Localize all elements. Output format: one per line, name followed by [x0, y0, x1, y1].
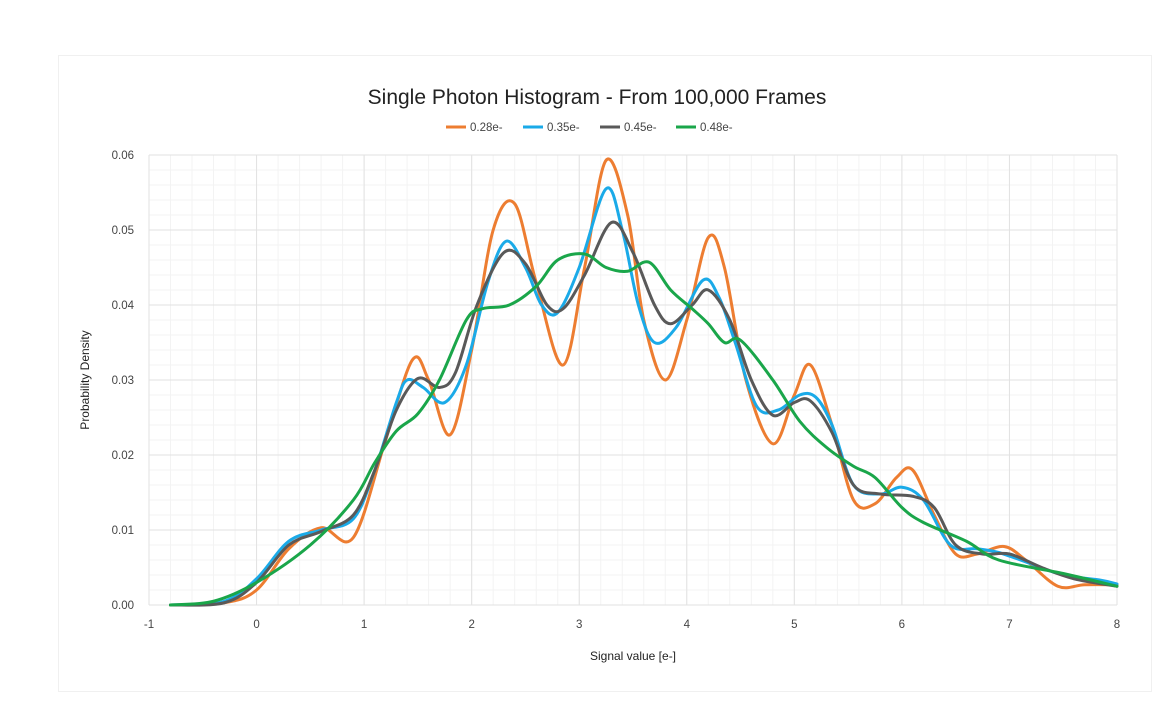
- x-tick-label: 6: [899, 619, 905, 631]
- gridlines: [148, 154, 1118, 606]
- x-tick-label: 3: [576, 619, 582, 631]
- y-tick-label: 0.04: [112, 300, 135, 312]
- x-tick-label: 0: [253, 619, 259, 631]
- y-tick-label: 0.06: [112, 150, 134, 162]
- y-tick-label: 0.02: [112, 450, 134, 462]
- series-line-0.28e-: [169, 157, 1119, 607]
- series-group: [169, 157, 1119, 607]
- y-tick-label: 0.00: [112, 600, 134, 612]
- x-tick-label: 4: [684, 619, 691, 631]
- y-tick-label: 0.05: [112, 225, 134, 237]
- legend-label: 0.45e-: [624, 122, 657, 134]
- tick-labels: -1 0 1 2 3 4 5 6 7 8 0.00 0.01 0.02 0.03 0.04 0.05 0.06: [112, 150, 1121, 631]
- legend-label: 0.28e-: [470, 122, 503, 134]
- legend-label: 0.48e-: [700, 122, 733, 134]
- y-axis-label: Probability Density: [78, 330, 92, 429]
- x-tick-label: 7: [1006, 619, 1012, 631]
- x-tick-label: 2: [468, 619, 474, 631]
- legend-label: 0.35e-: [547, 122, 580, 134]
- x-tick-label: 5: [791, 619, 797, 631]
- legend: 0.28e- 0.35e- 0.45e- 0.48e-: [446, 122, 733, 134]
- x-tick-label: 1: [361, 619, 367, 631]
- chart-title: Single Photon Histogram - From 100,000 F…: [368, 86, 827, 109]
- x-axis-label: Signal value [e-]: [590, 649, 676, 663]
- series-line-0.48e-: [169, 252, 1119, 607]
- x-tick-label: -1: [144, 619, 154, 631]
- y-tick-label: 0.01: [112, 525, 134, 537]
- x-tick-label: 8: [1114, 619, 1120, 631]
- y-tick-label: 0.03: [112, 375, 134, 387]
- chart-area: [58, 55, 1152, 692]
